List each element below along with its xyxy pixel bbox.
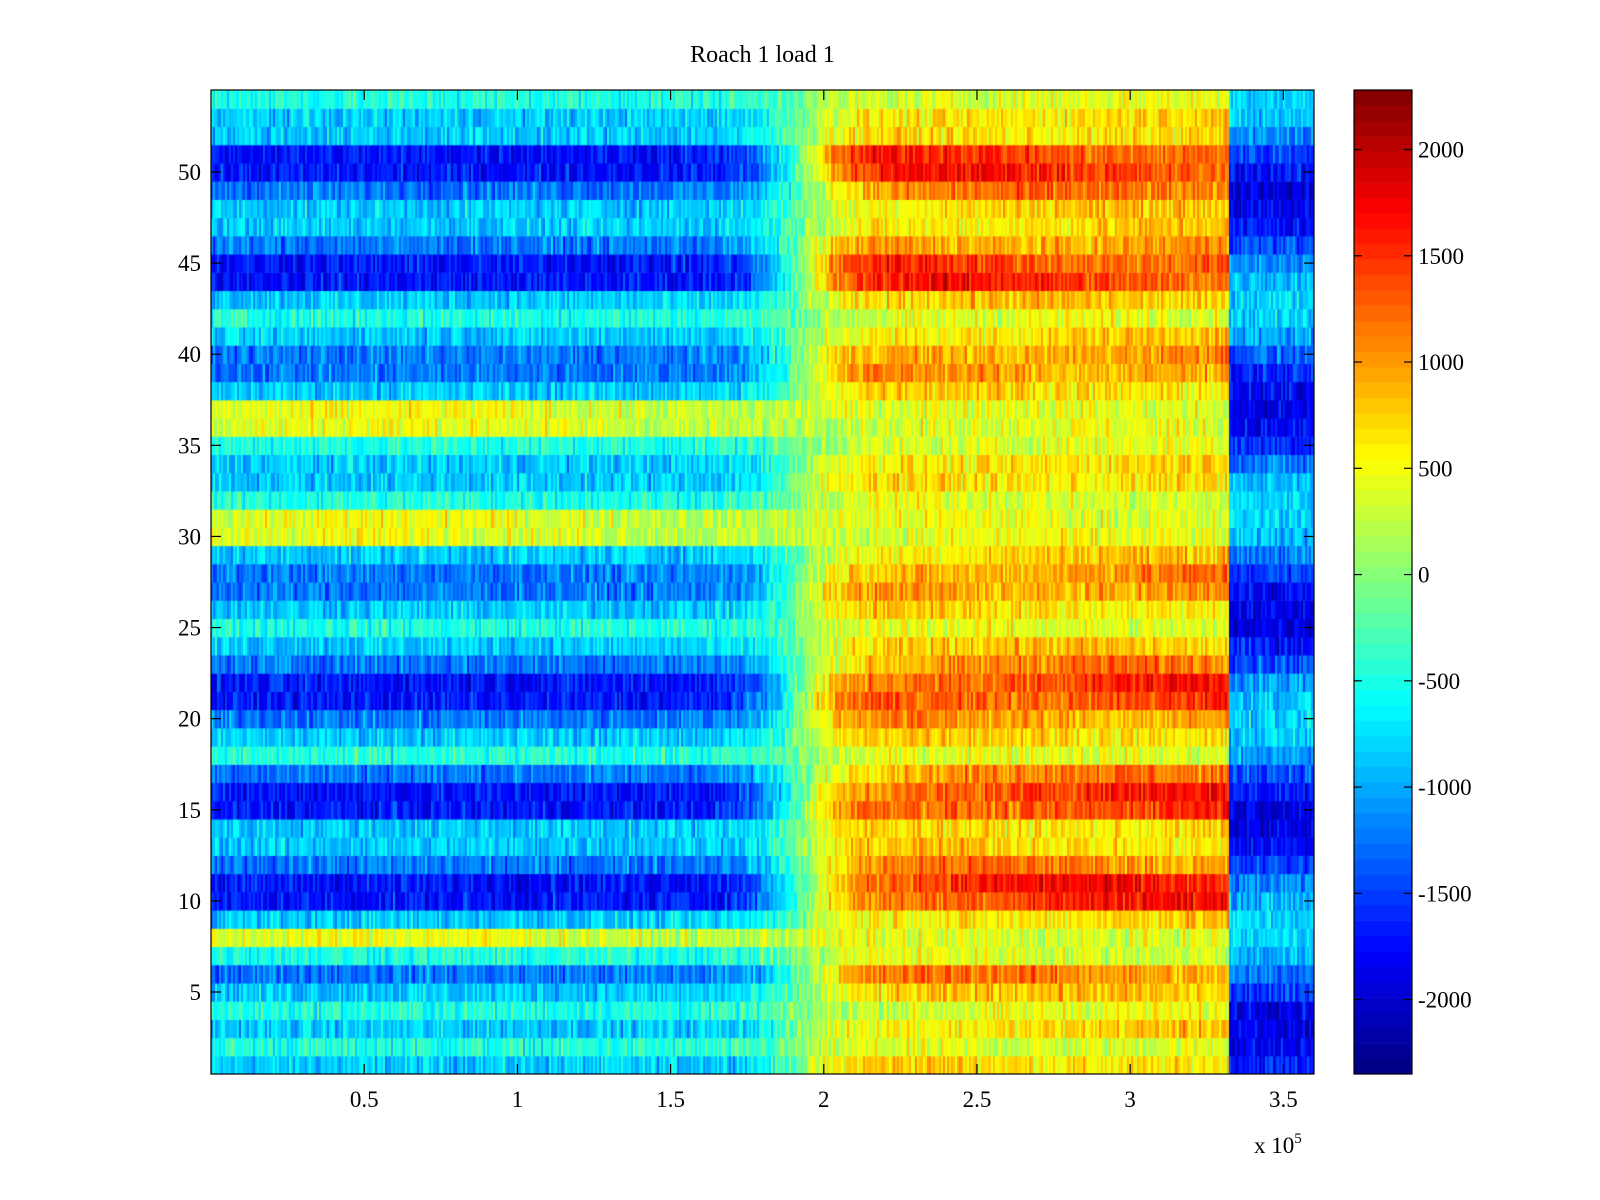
colorbar-tick-label: -1000 bbox=[1418, 775, 1472, 800]
x-tick-label: 0.5 bbox=[350, 1087, 379, 1112]
x-multiplier-exponent: 5 bbox=[1294, 1131, 1302, 1147]
colorbar-tick-label: -1500 bbox=[1418, 881, 1472, 906]
colorbar-tick-label: -500 bbox=[1418, 669, 1460, 694]
x-tick-label: 1.5 bbox=[656, 1087, 685, 1112]
x-axis-multiplier: x 105 bbox=[1254, 1131, 1302, 1159]
y-tick-label: 30 bbox=[178, 524, 201, 549]
heatmap-image bbox=[211, 90, 1314, 1074]
y-tick-label: 45 bbox=[178, 251, 201, 276]
y-tick-label: 50 bbox=[178, 160, 201, 185]
colorbar-frame bbox=[1353, 89, 1413, 1075]
y-tick-label: 40 bbox=[178, 342, 201, 367]
x-tick-label: 3.5 bbox=[1269, 1087, 1298, 1112]
colorbar-tick-label: 2000 bbox=[1418, 138, 1464, 163]
x-tick-label: 1 bbox=[512, 1087, 524, 1112]
colorbar-tick-label: -2000 bbox=[1418, 988, 1472, 1013]
colorbar-tick-label: 1500 bbox=[1418, 244, 1464, 269]
x-axis: 0.5 1 1.5 2 2.5 3 3.5 bbox=[350, 90, 1298, 1112]
y-tick-label: 10 bbox=[178, 889, 201, 914]
y-tick-label: 25 bbox=[178, 616, 201, 641]
colorbar-axis: -2000 -1500 -1000 -500 0 500 1000 1500 2000 bbox=[1354, 138, 1472, 1013]
y-tick-label: 35 bbox=[178, 433, 201, 458]
y-axis: 5 10 15 20 25 30 35 40 45 50 bbox=[178, 160, 1314, 1005]
colorbar-image bbox=[1354, 90, 1412, 1074]
chart-title: Roach 1 load 1 bbox=[690, 42, 835, 68]
colorbar-tick-label: 500 bbox=[1418, 456, 1453, 481]
y-tick-label: 5 bbox=[190, 980, 202, 1005]
x-tick-label: 2 bbox=[818, 1087, 830, 1112]
plot-frame bbox=[210, 89, 1315, 1075]
colorbar-tick-label: 1000 bbox=[1418, 350, 1464, 375]
x-tick-label: 2.5 bbox=[963, 1087, 992, 1112]
y-tick-label: 20 bbox=[178, 707, 201, 732]
y-tick-label: 15 bbox=[178, 798, 201, 823]
colorbar-tick-label: 0 bbox=[1418, 563, 1430, 588]
x-multiplier-base: x 10 bbox=[1254, 1133, 1295, 1158]
x-tick-label: 3 bbox=[1124, 1087, 1136, 1112]
